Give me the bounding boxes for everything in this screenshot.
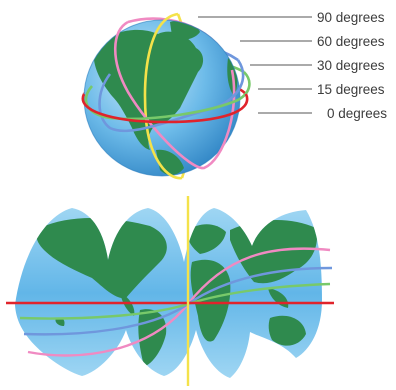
- map-africa: [190, 259, 231, 342]
- label-0-degrees: 0 degrees: [327, 106, 387, 121]
- map-australia: [268, 315, 306, 346]
- leader-lines: [198, 16, 312, 114]
- globe: [83, 19, 241, 177]
- ground-tracks: [6, 196, 334, 386]
- label-60-degrees: 60 degrees: [317, 34, 385, 49]
- map-continents: [36, 218, 318, 366]
- interrupted-world-map: [15, 208, 322, 378]
- map-north-america: [36, 218, 167, 299]
- inclination-labels: 90 degrees 60 degrees 30 degrees 15 degr…: [317, 10, 387, 121]
- map-europe: [187, 224, 226, 254]
- orbits-front: [81, 12, 251, 180]
- orbit-60-front: [113, 20, 236, 170]
- orbit-30-front: [98, 59, 245, 133]
- label-15-degrees: 15 degrees: [317, 82, 385, 97]
- north-america-shape: [94, 29, 204, 150]
- label-30-degrees: 30 degrees: [317, 58, 385, 73]
- orbit-0-front: [81, 93, 249, 124]
- label-90-degrees: 90 degrees: [317, 10, 385, 25]
